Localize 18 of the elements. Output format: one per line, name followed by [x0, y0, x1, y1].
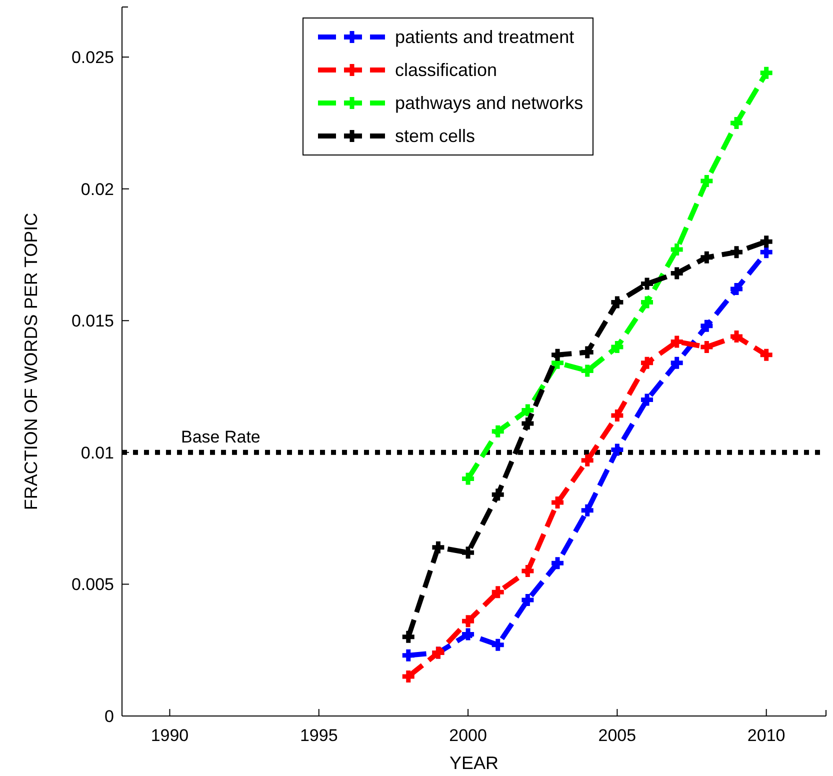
y-axis-title: FRACTION OF WORDS PER TOPIC [21, 212, 41, 510]
ref-line-label: Base Rate [181, 427, 260, 446]
y-tick-label: 0.005 [71, 575, 114, 594]
y-tick-label: 0.025 [71, 48, 114, 68]
y-tick-label: 0 [104, 707, 114, 726]
y-tick-label: 0.02 [80, 180, 114, 199]
y-tick-label: 0.01 [80, 443, 114, 462]
y-tick-label: 0.015 [71, 312, 114, 331]
x-tick-label: 1995 [300, 726, 338, 745]
legend-label: stem cells [395, 126, 476, 146]
x-tick-label: 2010 [747, 726, 786, 745]
legend-label: patients and treatment [395, 27, 574, 47]
legend-label: pathways and networks [395, 93, 584, 113]
x-axis-title: YEAR [449, 753, 499, 773]
x-tick-label: 2000 [449, 726, 487, 745]
x-tick-label: 2005 [598, 726, 636, 745]
legend-label: classification [395, 60, 498, 80]
x-tick-label: 1990 [150, 726, 189, 745]
